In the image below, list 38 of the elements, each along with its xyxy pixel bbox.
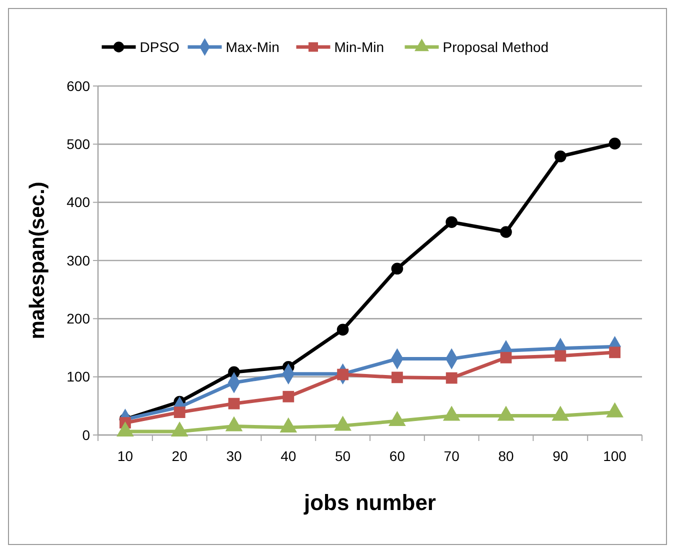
y-tick-label: 600	[66, 78, 90, 94]
legend-label: Max-Min	[226, 39, 280, 55]
point	[228, 398, 240, 410]
x-tick-label: 100	[603, 448, 627, 464]
y-axis-title: makespan(sec.)	[26, 182, 49, 340]
point	[608, 138, 621, 150]
x-axis-title: jobs number	[302, 490, 436, 515]
point	[446, 216, 458, 228]
point	[554, 150, 566, 162]
x-tick-label: 60	[389, 448, 406, 464]
point	[336, 324, 349, 336]
x-tick-label: 30	[226, 448, 242, 464]
y-tick-label: 400	[66, 194, 90, 210]
point	[282, 390, 294, 402]
y-tick-label: 300	[66, 252, 90, 268]
point	[500, 352, 512, 364]
x-tick-label: 10	[117, 448, 134, 464]
point	[609, 346, 620, 358]
point	[554, 350, 566, 362]
y-tick-label: 200	[66, 310, 90, 327]
y-tick-label: 0	[82, 426, 90, 443]
point	[337, 368, 348, 380]
x-tick-label: 80	[498, 448, 514, 464]
point	[392, 372, 403, 384]
y-tick-label: 100	[66, 368, 90, 385]
y-tick-label: 500	[66, 136, 90, 152]
x-tick-label: 50	[335, 448, 351, 464]
x-tick-label: 70	[444, 448, 460, 464]
point	[446, 372, 458, 384]
point	[174, 406, 186, 418]
point	[500, 226, 512, 238]
point	[391, 262, 404, 275]
legend-label: Proposal Method	[442, 39, 549, 55]
x-tick-label: 90	[552, 448, 568, 464]
x-tick-label: 20	[172, 448, 188, 464]
legend-label: Min-Min	[334, 39, 384, 55]
x-tick-label: 40	[280, 448, 296, 464]
legend-label: DPSO	[140, 39, 180, 55]
